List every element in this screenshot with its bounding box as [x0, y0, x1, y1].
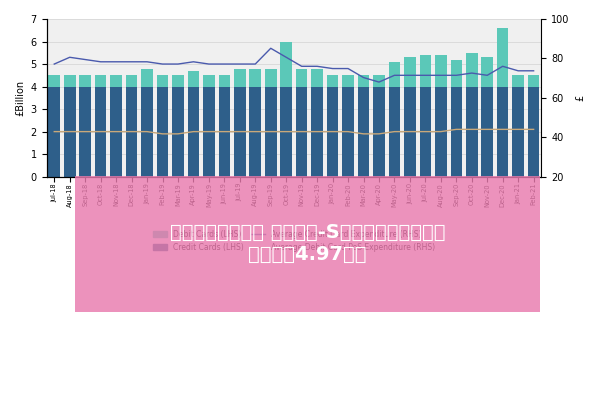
Bar: [358, 86, 370, 177]
Bar: [126, 86, 137, 177]
Y-axis label: £Billion: £Billion: [15, 80, 25, 116]
Bar: [497, 86, 508, 177]
Bar: [265, 68, 277, 86]
Bar: [157, 75, 168, 86]
Bar: [327, 86, 338, 177]
Bar: [250, 68, 261, 86]
Bar: [49, 75, 60, 86]
Bar: [95, 75, 106, 86]
Legend: Debit Cards (LHS), Credit Cards (LHS), Average Credit Card Expenditure (RHS), Av: Debit Cards (LHS), Credit Cards (LHS), A…: [150, 227, 438, 255]
Bar: [311, 68, 323, 86]
Bar: [481, 57, 493, 86]
Bar: [218, 75, 230, 86]
Bar: [110, 86, 122, 177]
Bar: [404, 86, 416, 177]
Bar: [280, 86, 292, 177]
Bar: [172, 86, 184, 177]
Bar: [512, 75, 524, 86]
Bar: [435, 86, 446, 177]
Bar: [342, 86, 354, 177]
Bar: [404, 57, 416, 86]
Bar: [512, 86, 524, 177]
Bar: [64, 75, 76, 86]
Bar: [528, 75, 539, 86]
Bar: [157, 86, 168, 177]
Bar: [234, 86, 245, 177]
Bar: [234, 68, 245, 86]
Bar: [451, 86, 462, 177]
Bar: [79, 75, 91, 86]
Bar: [126, 75, 137, 86]
Bar: [296, 86, 307, 177]
Bar: [203, 75, 215, 86]
Bar: [49, 86, 60, 177]
Text: 配资平台佣金比较 汽车之家-S公布第三季度经调整
净利润剠4.97亿元: 配资平台佣金比较 汽车之家-S公布第三季度经调整 净利润剠4.97亿元: [170, 223, 445, 264]
Bar: [218, 86, 230, 177]
Bar: [280, 42, 292, 86]
Bar: [481, 86, 493, 177]
Bar: [358, 75, 370, 86]
Bar: [342, 75, 354, 86]
Bar: [435, 55, 446, 86]
Bar: [296, 68, 307, 86]
Bar: [172, 75, 184, 86]
Y-axis label: £: £: [575, 95, 585, 101]
Bar: [188, 86, 199, 177]
Bar: [265, 86, 277, 177]
Bar: [141, 68, 153, 86]
Bar: [95, 86, 106, 177]
Bar: [389, 62, 400, 86]
Bar: [497, 28, 508, 86]
Bar: [528, 86, 539, 177]
Bar: [79, 86, 91, 177]
Bar: [250, 86, 261, 177]
Bar: [141, 86, 153, 177]
Bar: [389, 86, 400, 177]
Bar: [64, 86, 76, 177]
Bar: [451, 60, 462, 86]
Bar: [466, 86, 478, 177]
Bar: [188, 71, 199, 86]
Bar: [311, 86, 323, 177]
Bar: [203, 86, 215, 177]
Bar: [373, 75, 385, 86]
Bar: [373, 86, 385, 177]
Bar: [466, 53, 478, 86]
Bar: [419, 86, 431, 177]
Bar: [110, 75, 122, 86]
Bar: [419, 55, 431, 86]
Bar: [327, 75, 338, 86]
